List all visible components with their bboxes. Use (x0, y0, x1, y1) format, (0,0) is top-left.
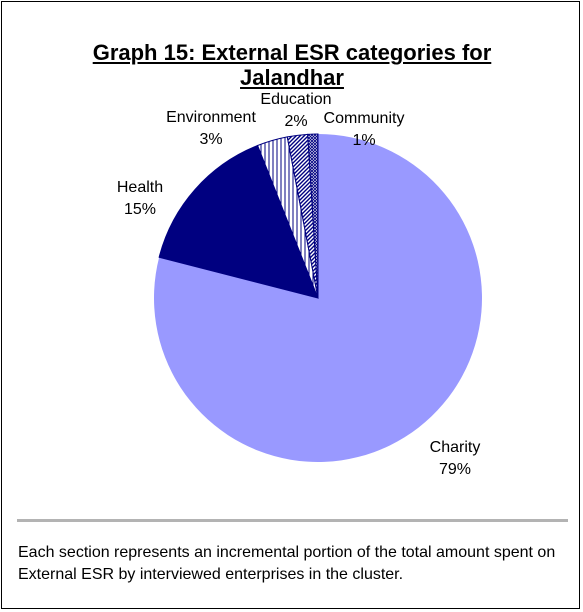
slice-percent-education: 2% (284, 113, 307, 130)
chart-title: Graph 15: External ESR categories for Ja… (92, 40, 492, 90)
slice-label-environment: Environment (166, 109, 256, 126)
separator-line (17, 519, 568, 522)
slice-label-charity: Charity (430, 439, 481, 456)
pie-slice-health (158, 144, 319, 299)
pie-slice-community (307, 133, 319, 299)
slice-label-community: Community (324, 110, 405, 127)
slice-label-health: Health (117, 179, 163, 196)
slice-percent-community: 1% (352, 132, 375, 149)
slice-percent-health: 15% (124, 201, 156, 218)
slice-label-education: Education (260, 91, 331, 108)
slice-percent-environment: 3% (199, 131, 222, 148)
slice-percent-charity: 79% (439, 461, 471, 478)
chart-caption: Each section represents an incremental p… (18, 544, 556, 583)
